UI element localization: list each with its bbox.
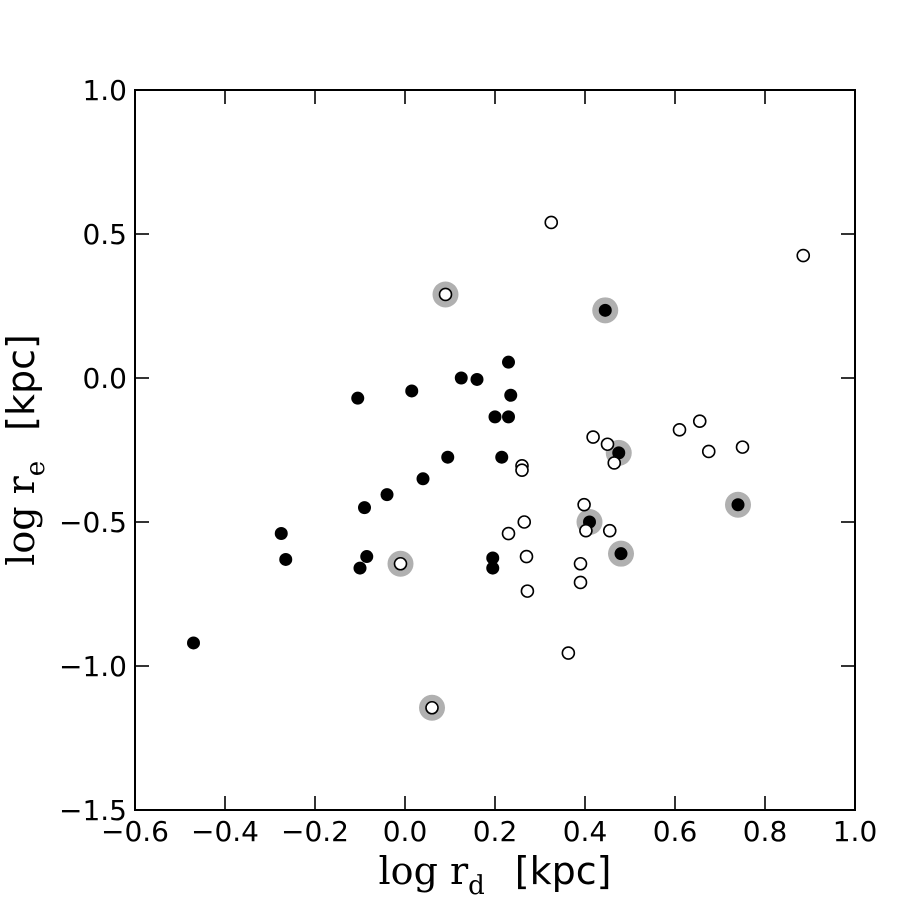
x-axis-label-main: log r xyxy=(379,849,469,893)
open-data-point xyxy=(425,700,439,715)
filled-data-point xyxy=(614,547,628,561)
x-axis-label-unit: [kpc] xyxy=(515,849,612,893)
open-data-point xyxy=(796,248,811,263)
open-data-point xyxy=(586,430,600,444)
open-data-point xyxy=(701,444,716,459)
x-axis-label-sub: d xyxy=(468,871,485,900)
x-tick-label: 0.0 xyxy=(383,815,428,848)
filled-data-point xyxy=(353,561,367,575)
y-axis-label-main: log r xyxy=(0,475,43,565)
y-tick-label: 0.0 xyxy=(82,362,127,395)
x-tick-label: −0.4 xyxy=(191,815,259,848)
open-data-point xyxy=(602,523,617,538)
filled-data-point xyxy=(504,388,518,402)
filled-data-point xyxy=(612,446,626,460)
points-layer xyxy=(187,215,811,715)
open-data-point xyxy=(579,523,593,538)
open-data-point xyxy=(438,287,453,302)
open-data-point xyxy=(692,414,707,429)
open-data-point xyxy=(561,646,576,660)
open-data-point xyxy=(600,437,615,452)
open-data-point xyxy=(607,456,622,470)
y-tick-label: −1.0 xyxy=(59,650,127,683)
open-data-point xyxy=(393,556,408,571)
x-tick-label: 0.8 xyxy=(743,815,788,848)
open-data-point xyxy=(517,515,532,529)
filled-data-point xyxy=(279,552,293,566)
filled-data-point xyxy=(187,636,200,650)
x-tick-label: 0.4 xyxy=(563,815,608,848)
tick-labels: −0.6 −0.4 −0.2 0.0 0.2 0.4 0.6 0.8 1.0 −1.5 −1.0 −0… xyxy=(59,74,877,848)
y-tick-label: −1.5 xyxy=(59,794,127,827)
x-tick-label: 0.2 xyxy=(473,815,518,848)
filled-data-point xyxy=(470,372,484,386)
x-tick-label: −0.6 xyxy=(101,815,169,848)
x-tick-label: 1.0 xyxy=(833,815,878,848)
filled-data-point xyxy=(360,550,374,564)
open-data-point xyxy=(544,215,559,230)
filled-data-point xyxy=(274,527,288,541)
filled-data-point xyxy=(495,450,509,464)
filled-data-point xyxy=(454,371,468,385)
open-data-point xyxy=(735,440,750,454)
filled-data-point xyxy=(441,450,455,464)
filled-data-point xyxy=(486,551,500,565)
y-tick-label: 0.5 xyxy=(82,218,127,251)
filled-data-point xyxy=(416,472,430,486)
y-axis-label-sub: e xyxy=(21,461,51,476)
plot-frame xyxy=(134,89,856,811)
filled-data-point xyxy=(405,384,419,398)
open-data-point xyxy=(577,497,591,512)
filled-data-point xyxy=(731,498,745,512)
y-tick-label: 1.0 xyxy=(82,74,127,107)
filled-data-point xyxy=(488,410,502,424)
open-data-point xyxy=(672,423,687,437)
y-axis-label: log re [kpc] xyxy=(0,334,51,566)
filled-data-point xyxy=(380,488,394,502)
x-axis-label: log rd [kpc] xyxy=(379,849,612,900)
open-data-point xyxy=(501,526,516,541)
filled-data-point xyxy=(351,391,365,405)
x-tick-label: −0.2 xyxy=(281,815,349,848)
filled-data-point xyxy=(358,501,371,515)
open-data-point xyxy=(519,549,534,564)
open-data-point xyxy=(573,575,588,590)
open-data-point xyxy=(515,463,529,477)
y-tick-label: −0.5 xyxy=(59,506,127,539)
filled-data-point xyxy=(502,410,515,424)
filled-data-point xyxy=(486,561,500,575)
filled-data-point xyxy=(502,355,515,369)
y-axis-label-unit: [kpc] xyxy=(0,334,43,431)
filled-data-point xyxy=(598,303,612,317)
x-tick-label: 0.6 xyxy=(653,815,698,848)
open-data-point xyxy=(573,556,588,571)
open-data-point xyxy=(520,584,535,598)
